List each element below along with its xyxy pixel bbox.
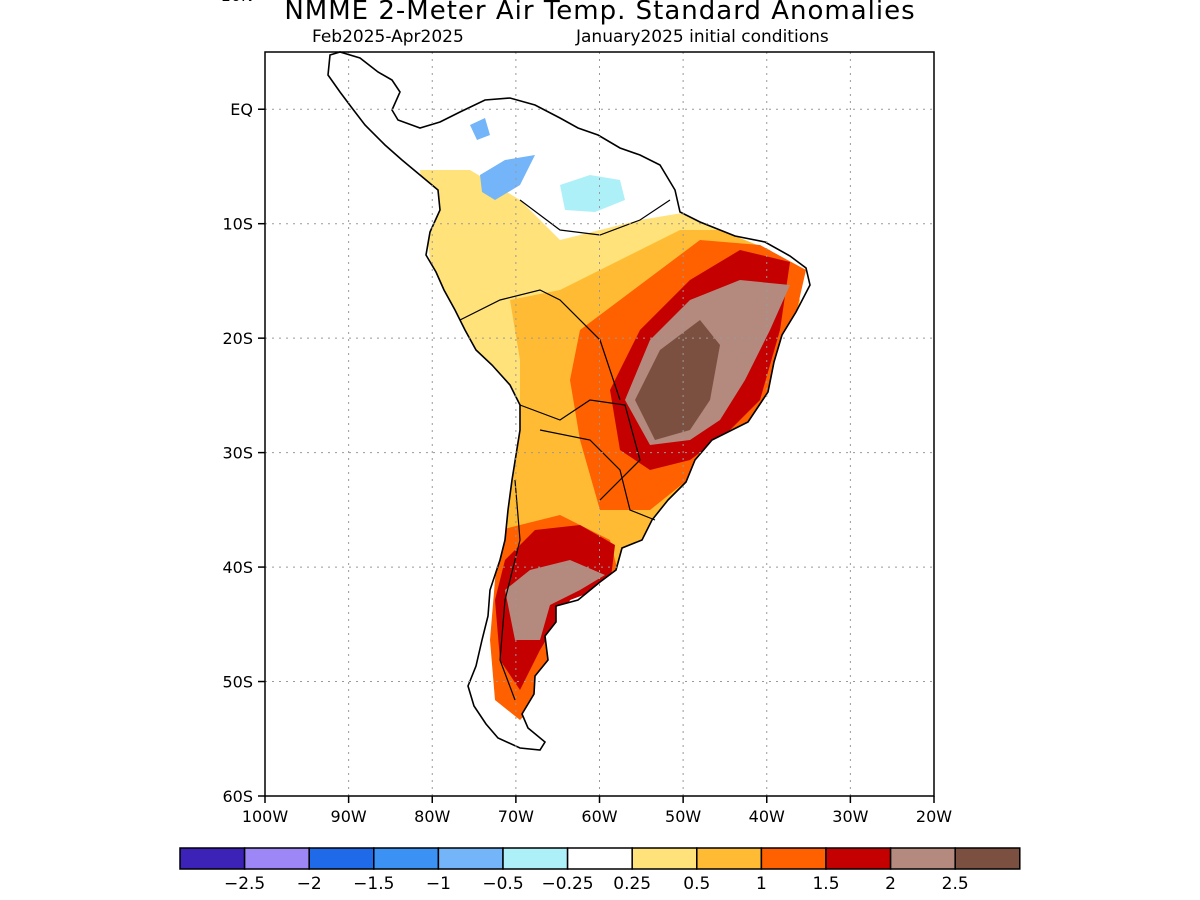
- lon-tick-label: 60W: [581, 807, 617, 826]
- latitude-axis: 10N EQ 10S 20S 30S 40S 50S 60S: [221, 0, 265, 806]
- colorbar-label: −2: [297, 874, 322, 894]
- colorbar-swatch: [825, 847, 892, 870]
- anomaly-patch-negative-colombia: [480, 155, 535, 200]
- anomaly-band-2-2.5-south: [505, 560, 605, 640]
- colorbar-label: −1: [426, 874, 451, 894]
- colorbar-swatch: [566, 847, 633, 870]
- colorbar-label: 2.5: [942, 874, 969, 894]
- colorbar-label: 0.25: [613, 874, 651, 894]
- lon-tick-label: 50W: [665, 807, 701, 826]
- lat-tick-label: 20S: [222, 329, 253, 348]
- colorbar-label: 0.5: [683, 874, 710, 894]
- country-borders: [459, 199, 671, 701]
- colorbar-label: 2: [885, 874, 896, 894]
- lon-tick-label: 40W: [749, 807, 785, 826]
- lon-tick-label: 20W: [916, 807, 952, 826]
- colorbar-label: 1.5: [812, 874, 839, 894]
- colorbar-swatch: [696, 847, 763, 870]
- forecast-period: Feb2025-Apr2025: [312, 27, 464, 47]
- colorbar-swatch: [760, 847, 827, 870]
- colorbar-label: 1: [756, 874, 767, 894]
- lon-tick-label: 100W: [242, 807, 289, 826]
- colorbar-label: −0.25: [542, 874, 594, 894]
- initial-conditions: January2025 initial conditions: [576, 27, 829, 47]
- lat-tick-label: 30S: [222, 444, 253, 463]
- map-grid: [265, 52, 934, 796]
- lat-tick-label: 40S: [222, 558, 253, 577]
- colorbar-swatch: [437, 847, 504, 870]
- lon-tick-label: 80W: [414, 807, 450, 826]
- lat-tick-label: 60S: [222, 787, 253, 806]
- colorbar-swatch: [308, 847, 375, 870]
- lat-tick-label: EQ: [230, 100, 253, 119]
- lon-tick-label: 90W: [331, 807, 367, 826]
- colorbar-swatch: [631, 847, 698, 870]
- lat-tick-label: 10S: [222, 215, 253, 234]
- colorbar-swatch: [954, 847, 1021, 870]
- map-title: NMME 2-Meter Air Temp. Standard Anomalie…: [284, 0, 916, 26]
- colorbar-label: −2.5: [224, 874, 265, 894]
- colorbar-swatch: [502, 847, 569, 870]
- anomaly-band-1.5-2-south: [495, 525, 615, 690]
- lat-tick-label: 50S: [222, 673, 253, 692]
- colorbar-swatch: [243, 847, 310, 870]
- colorbar: −2.5 −2 −1.5 −1 −0.5 −0.25 0.25 0.5 1 1.5 2 2.5: [179, 847, 1021, 894]
- colorbar-swatch: [179, 847, 246, 870]
- anomaly-patch-negative-venezuela: [560, 175, 625, 212]
- lon-tick-label: 70W: [498, 807, 534, 826]
- lon-tick-label: 30W: [832, 807, 868, 826]
- colorbar-swatch: [889, 847, 956, 870]
- colorbar-label: −0.5: [482, 874, 523, 894]
- lat-tick-label: 10N: [221, 0, 253, 5]
- longitude-axis: 100W 90W 80W 70W 60W 50W 40W 30W 20W: [242, 796, 952, 826]
- colorbar-label: −1.5: [353, 874, 394, 894]
- colorbar-swatch: [373, 847, 440, 870]
- anomaly-patch-negative-small: [470, 118, 490, 140]
- anomaly-band-above-2.5: [635, 320, 720, 440]
